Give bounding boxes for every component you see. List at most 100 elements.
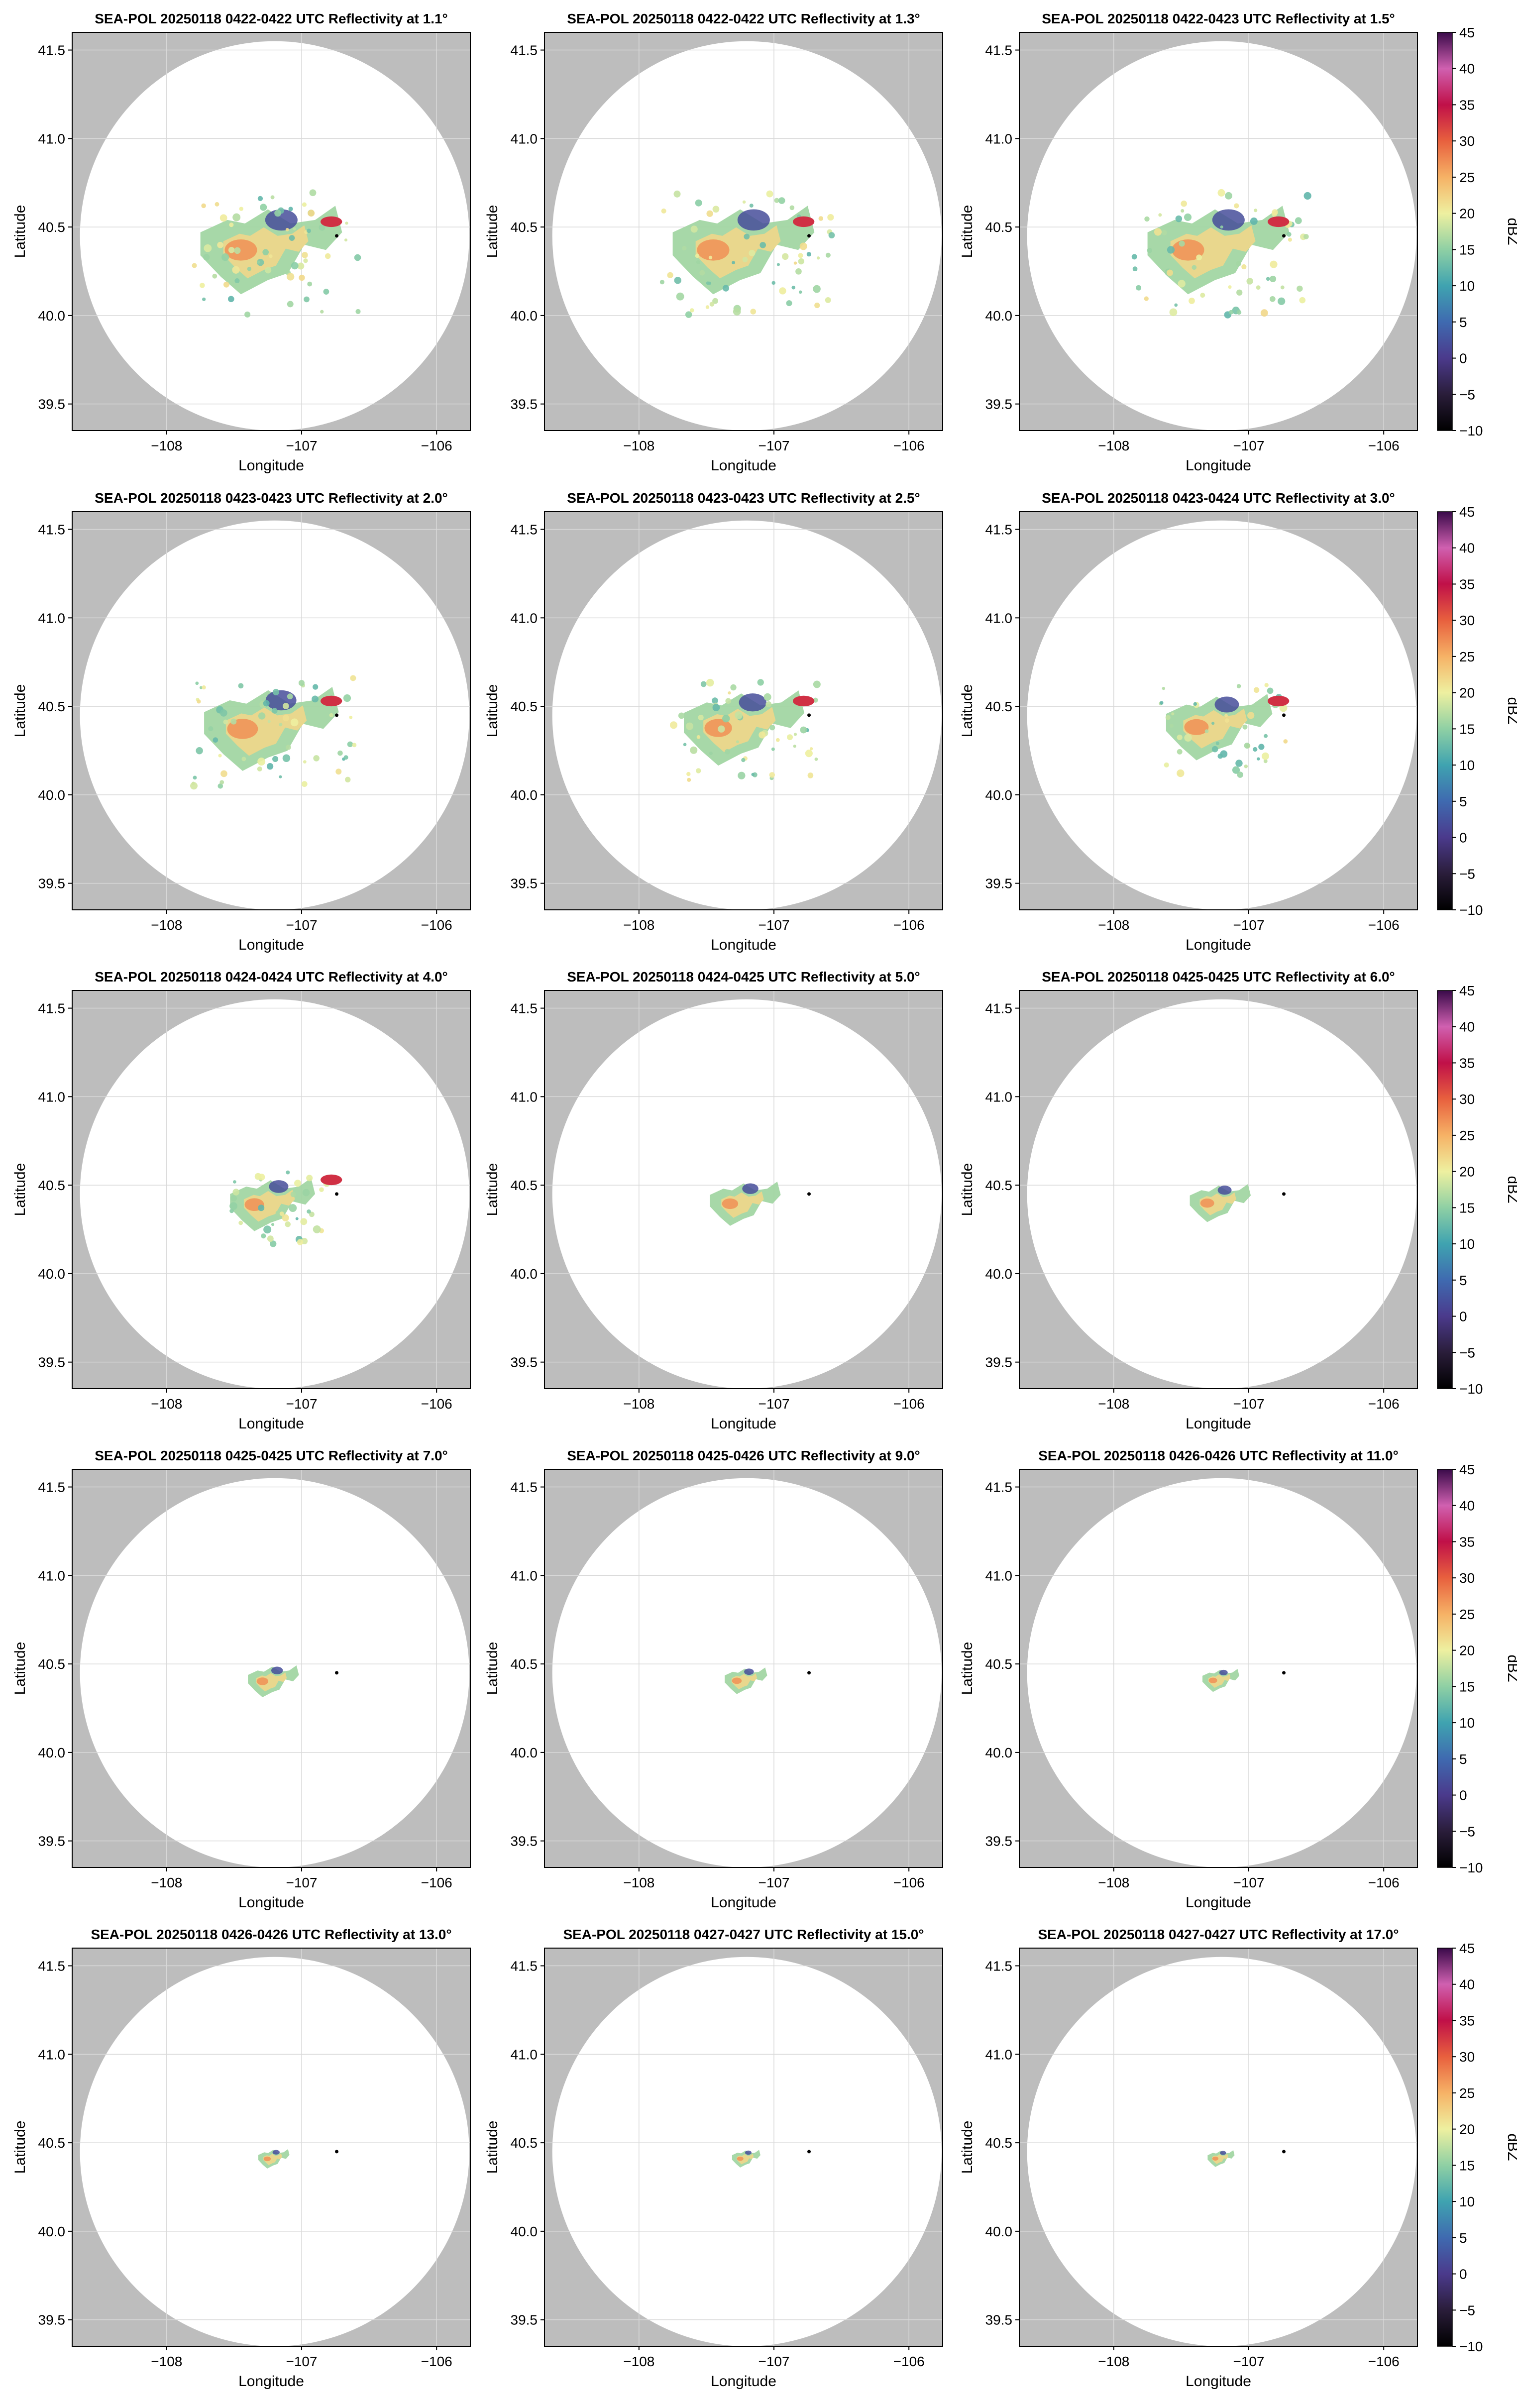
- echo-speckle: [219, 780, 224, 785]
- radar-panel: −108 −107 −106 39.5 40.0 40.5 41.0 41.5 Longitud…: [959, 969, 1418, 1432]
- echo-speckle: [304, 296, 310, 303]
- axes-frame: [544, 1948, 943, 2347]
- echo-speckle: [1229, 310, 1234, 315]
- y-tick-label: 41.5: [511, 1480, 538, 1495]
- x-tick-label: −108: [1098, 438, 1129, 453]
- echo-speckle: [320, 310, 324, 314]
- echo-speckle: [690, 746, 698, 754]
- y-tick-label: 39.5: [985, 1355, 1013, 1370]
- echo-speckle: [1237, 771, 1243, 778]
- y-tick-label: 40.5: [511, 2135, 538, 2151]
- y-tick-label: 40.0: [985, 2224, 1013, 2239]
- echo-speckle: [795, 268, 802, 275]
- echo-speckle: [301, 781, 308, 787]
- echo-speckle: [307, 228, 311, 233]
- echo-speckle: [345, 776, 351, 783]
- y-axis-label: Latitude: [959, 684, 975, 738]
- y-tick-label: 40.5: [38, 1178, 66, 1193]
- colorbar-tick-label: 45: [1459, 504, 1475, 520]
- colorbar-tick-label: 35: [1459, 2013, 1475, 2028]
- echo-speckle: [805, 750, 813, 758]
- reflectivity-echo: [192, 189, 361, 318]
- echo-speckle: [227, 296, 234, 303]
- echo-speckle: [678, 712, 685, 719]
- echo-speckle: [238, 683, 244, 689]
- echo-speckle: [313, 755, 320, 762]
- echo-speckle: [1258, 744, 1265, 750]
- colorbar-tick-label: 10: [1459, 278, 1475, 294]
- radar-panel: −108 −107 −106 39.5 40.0 40.5 41.0 41.5 Longitud…: [959, 1448, 1418, 1911]
- echo-speckle: [1162, 686, 1166, 690]
- y-tick-label: 40.5: [511, 1178, 538, 1193]
- axes-frame: [1019, 511, 1418, 910]
- echo-speckle: [1299, 297, 1306, 304]
- y-tick-label: 39.5: [38, 876, 66, 891]
- echo-strong-cell: [320, 1174, 342, 1186]
- axes-frame: [544, 32, 943, 431]
- echo-speckle: [742, 200, 746, 204]
- radar-panel: −108 −107 −106 39.5 40.0 40.5 41.0 41.5 Longitud…: [959, 490, 1418, 953]
- x-tick-label: −106: [1368, 2354, 1400, 2369]
- colorbar-group: −10 −5 0 5 10 15 20 25 30 35 40 45 dBZ −10 −5 0 5 10 15 20 2…: [1437, 25, 1517, 2354]
- colorbar-tick-label: −10: [1459, 1381, 1483, 1397]
- echo-speckle: [1278, 297, 1286, 305]
- echo-speckle: [1264, 683, 1269, 687]
- colorbar-tick-label: 35: [1459, 576, 1475, 592]
- echo-speckle: [771, 747, 775, 751]
- echo-speckle: [798, 253, 803, 258]
- echo-core: [1183, 708, 1247, 749]
- colorbar-tick-label: 15: [1459, 242, 1475, 257]
- x-axis-label: Longitude: [711, 1416, 776, 1432]
- echo-speckle: [294, 1180, 302, 1187]
- echo-speckle: [1269, 296, 1276, 302]
- echo-edge: [1219, 1669, 1228, 1676]
- y-tick-label: 41.5: [985, 1480, 1013, 1495]
- x-tick-label: −106: [421, 438, 452, 453]
- echo-speckle: [290, 718, 299, 727]
- echo-core: [737, 2156, 744, 2161]
- y-tick-label: 40.0: [511, 2224, 538, 2239]
- y-tick-label: 40.5: [511, 699, 538, 714]
- echo-speckle: [217, 783, 223, 789]
- radar-panel: −108 −107 −106 39.5 40.0 40.5 41.0 41.5 Longitud…: [12, 969, 471, 1432]
- echo-speckle: [287, 301, 294, 308]
- echo-speckle: [1217, 753, 1223, 759]
- radar-site-marker: [335, 1192, 339, 1196]
- colorbar-tick-label: 30: [1459, 2049, 1475, 2065]
- echo-speckle: [312, 695, 319, 703]
- echo-speckle: [782, 253, 789, 260]
- echo-edge: [744, 1668, 754, 1675]
- radar-panel: −108 −107 −106 39.5 40.0 40.5 41.0 41.5 Longitud…: [484, 1927, 943, 2390]
- y-tick-label: 41.5: [38, 1959, 66, 1974]
- y-tick-label: 41.0: [38, 610, 66, 626]
- colorbar-tick-label: −5: [1459, 1345, 1475, 1360]
- panel-title: SEA-POL 20250118 0425-0426 UTC Reflectiv…: [567, 1448, 920, 1463]
- x-tick-label: −106: [893, 1396, 925, 1412]
- panel-grid: −108 −107 −106 39.5 40.0 40.5 41.0 41.5 Longitud…: [12, 11, 1418, 2390]
- echo-speckle: [201, 203, 206, 209]
- y-tick-label: 40.0: [38, 1745, 66, 1760]
- echo-speckle: [1261, 752, 1269, 760]
- colorbar-tick-label: 10: [1459, 758, 1475, 773]
- echo-speckle: [190, 782, 198, 790]
- echo-speckle: [267, 720, 271, 723]
- echo-speckle: [217, 241, 223, 248]
- colorbar-tick-label: −10: [1459, 902, 1483, 918]
- y-tick-label: 41.5: [511, 1959, 538, 1974]
- y-tick-label: 39.5: [985, 876, 1013, 891]
- echo-speckle: [221, 253, 229, 261]
- y-tick-label: 40.5: [38, 1656, 66, 1672]
- echo-speckle: [698, 715, 704, 721]
- radar-panel: −108 −107 −106 39.5 40.0 40.5 41.0 41.5 Longitud…: [484, 490, 943, 953]
- echo-speckle: [1283, 739, 1288, 744]
- colorbar-tick-label: 45: [1459, 1462, 1475, 1477]
- x-tick-label: −108: [1098, 2354, 1129, 2369]
- echo-speckle: [813, 285, 821, 293]
- y-axis-label: Latitude: [12, 1163, 28, 1216]
- echo-core: [1208, 1677, 1217, 1683]
- echo-speckle: [232, 266, 240, 274]
- axes-frame: [1019, 990, 1418, 1389]
- echo-speckle: [718, 725, 725, 733]
- echo-speckle: [828, 232, 835, 238]
- x-tick-label: −108: [623, 1875, 654, 1890]
